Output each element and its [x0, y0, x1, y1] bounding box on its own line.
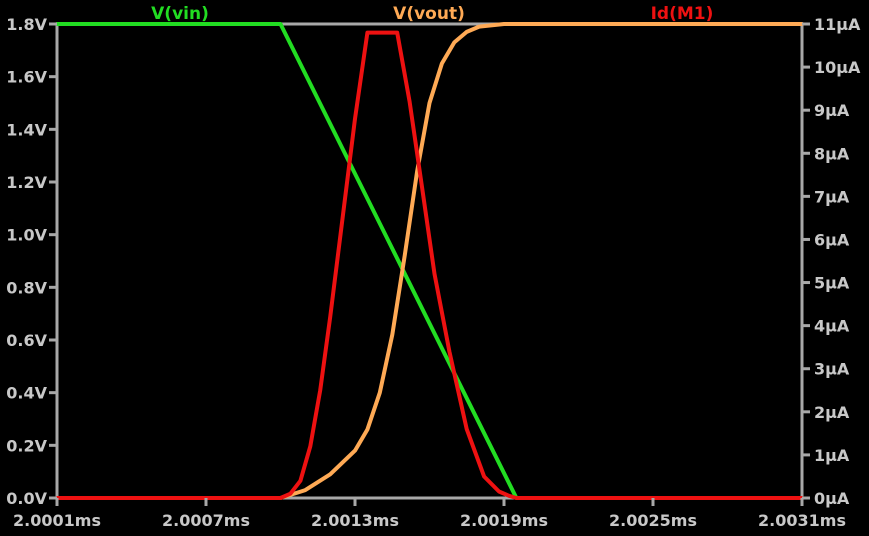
left-tick-label: 0.4V [6, 384, 47, 403]
left-tick-label: 0.8V [6, 278, 47, 297]
left-tick-label: 1.0V [6, 226, 47, 245]
series-layer [55, 22, 804, 500]
left-tick-label: 0.2V [6, 436, 47, 455]
left-tick-label: 1.8V [6, 15, 47, 34]
right-tick-label: 7µA [814, 187, 850, 206]
left-tick-label: 1.2V [6, 173, 47, 192]
left-tick-label: 0.0V [6, 489, 47, 508]
right-tick-label: 1µA [814, 446, 850, 465]
legend: V(vin) V(vout) Id(M1) [151, 4, 713, 24]
right-tick-label: 5µA [814, 274, 850, 293]
right-tick-label: 8µA [814, 144, 850, 163]
right-tick-label: 9µA [814, 101, 850, 120]
right-tick-label: 6µA [814, 230, 850, 249]
right-tick-label: 3µA [814, 360, 850, 379]
left-tick-label: 0.6V [6, 331, 47, 350]
plot-border [55, 22, 804, 500]
legend-entry: Id(M1) [651, 4, 714, 24]
left-tick-label: 1.6V [6, 68, 47, 87]
left-axis: 0.0V 0.2V 0.4V 0.6V 0.8V 1.0V 1.2V 1.4V 1.6V 1.8V [6, 15, 57, 508]
x-tick-label: 2.0025ms [609, 511, 697, 530]
x-tick-label: 2.0031ms [758, 511, 846, 530]
left-tick-label: 1.4V [6, 120, 47, 139]
x-tick-label: 2.0019ms [460, 511, 548, 530]
x-tick-label: 2.0013ms [311, 511, 399, 530]
legend-entry: V(vin) [151, 4, 209, 24]
right-tick-label: 0µA [814, 489, 850, 508]
x-tick-label: 2.0007ms [162, 511, 250, 530]
right-tick-label: 2µA [814, 403, 850, 422]
right-tick-label: 10µA [814, 58, 861, 77]
right-axis: 0µA 1µA 2µA 3µA 4µA 5µA 6µA 7µA 8µA 9µA 10µA 11µA [802, 15, 861, 508]
plot-frame [55, 22, 804, 500]
right-tick-label: 4µA [814, 317, 850, 336]
legend-entry: V(vout) [393, 4, 465, 24]
series-line-id-m1 [55, 30, 804, 500]
x-tick-label: 2.0001ms [13, 511, 101, 530]
right-tick-label: 11µA [814, 15, 861, 34]
x-axis: 2.0001ms 2.0007ms 2.0013ms 2.0019ms 2.0025ms… [13, 498, 846, 530]
series-line-v-vout [55, 22, 804, 500]
